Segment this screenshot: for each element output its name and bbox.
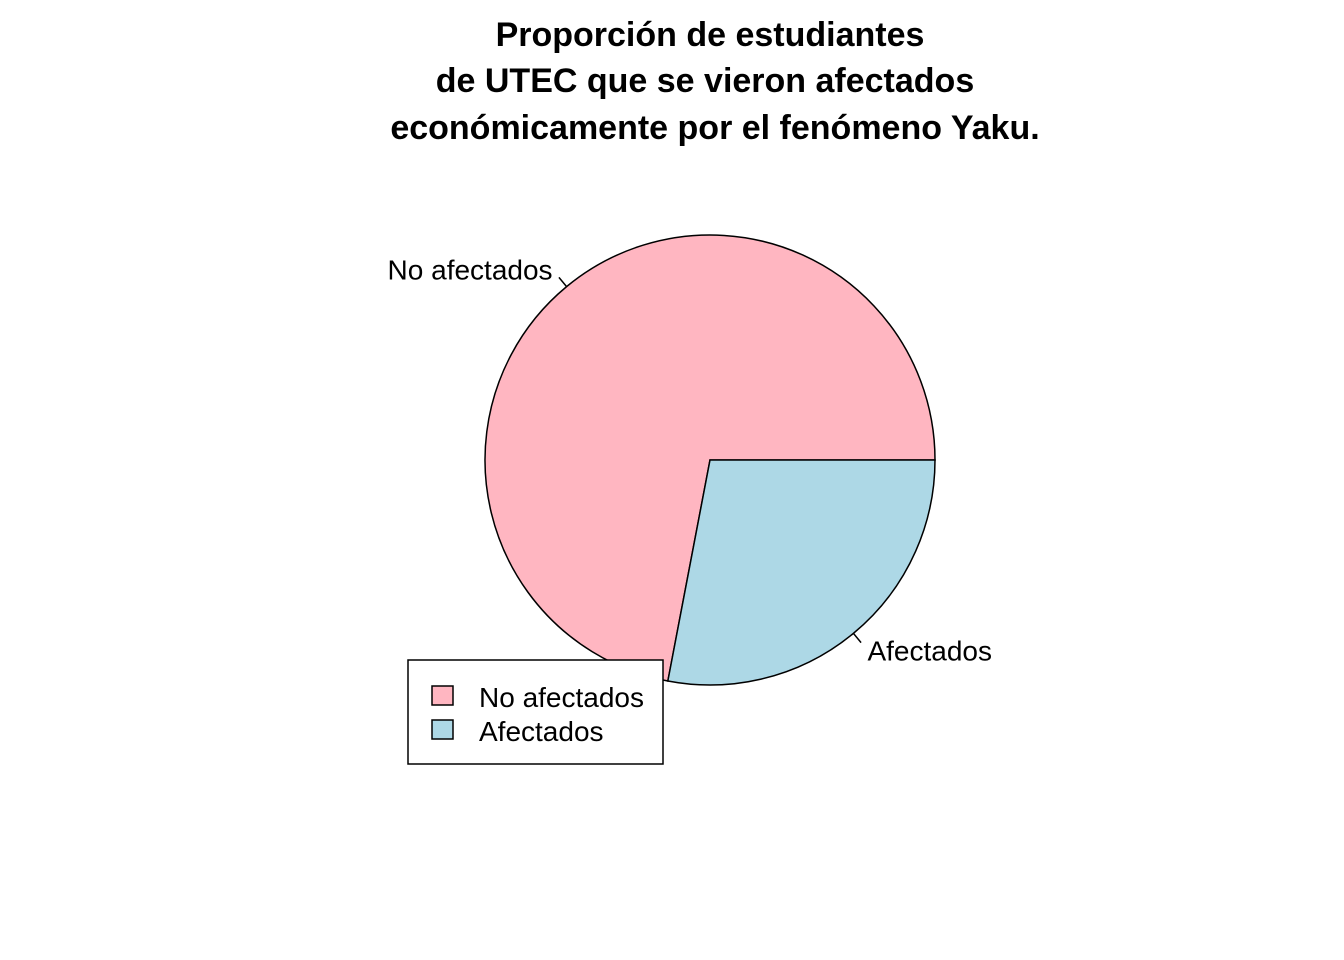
legend-label-afectados: Afectados	[479, 716, 604, 747]
chart-title-line-2: de UTEC que se vieron afectados	[436, 62, 975, 100]
legend-swatch-no-afectados	[432, 686, 453, 705]
slice-label-tick-afectados	[853, 633, 861, 642]
chart-title: Proporción de estudiantes de UTEC que se…	[390, 16, 1039, 147]
pie-slices	[485, 235, 935, 685]
slice-label-tick-no-afectados	[559, 277, 567, 286]
slice-label-afectados: Afectados	[867, 635, 992, 666]
chart-title-line-1: Proporción de estudiantes	[496, 16, 925, 54]
legend-label-no-afectados: No afectados	[479, 682, 644, 713]
legend: No afectados Afectados	[408, 660, 663, 764]
legend-swatch-afectados	[432, 720, 453, 739]
chart-title-line-3: económicamente por el fenómeno Yaku.	[390, 109, 1039, 147]
slice-label-no-afectados: No afectados	[388, 255, 553, 286]
